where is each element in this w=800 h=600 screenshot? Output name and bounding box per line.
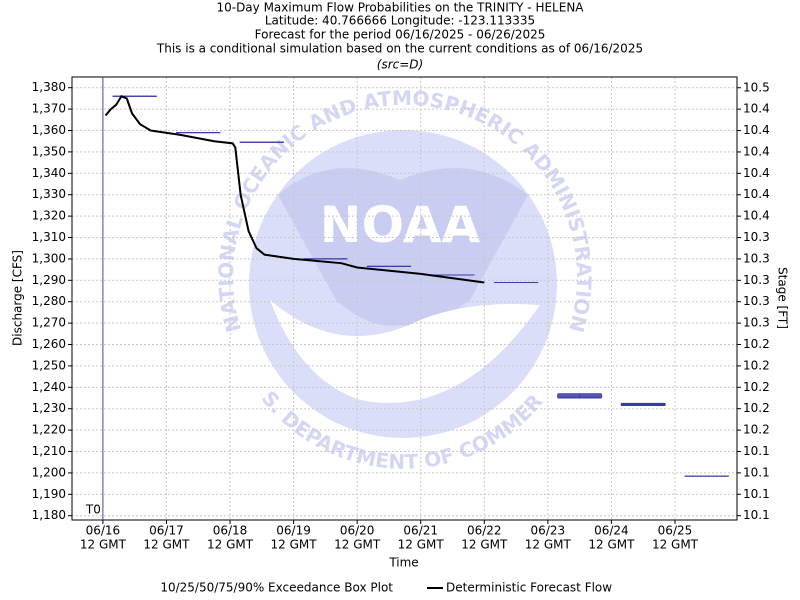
- x-axis-label: Time: [388, 556, 418, 570]
- y-tick-label: 1,200: [32, 465, 66, 479]
- t0-label: T0: [85, 503, 101, 517]
- y-tick-label: 1,320: [32, 209, 66, 223]
- y-tick-label: 1,240: [32, 380, 66, 394]
- x-tick-label: 12 GMT: [80, 538, 127, 552]
- y-tick-label: 1,360: [32, 123, 66, 137]
- x-tick-label: 12 GMT: [652, 538, 699, 552]
- y-tick-label: 1,350: [32, 144, 66, 158]
- y-tick-label: 1,370: [32, 102, 66, 116]
- x-tick-label: 12 GMT: [334, 538, 381, 552]
- watermark: NATIONAL OCEANIC AND ATMOSPHERIC ADMINIS…: [0, 0, 596, 474]
- x-tick-label: 06/17: [149, 524, 184, 538]
- y-tick-label: 1,180: [32, 508, 66, 522]
- y-tick-label: 1,230: [32, 401, 66, 415]
- x-tick-label: 12 GMT: [143, 538, 190, 552]
- x-tick-label: 06/20: [340, 524, 375, 538]
- y2-axis-label: Stage [FT]: [776, 267, 790, 329]
- y-tick-label: 1,380: [32, 80, 66, 94]
- y2-tick-label: 10.5: [743, 80, 770, 94]
- y-tick-label: 1,220: [32, 423, 66, 437]
- x-tick-label: 12 GMT: [398, 538, 445, 552]
- y2-tick-label: 10.2: [743, 337, 770, 351]
- watermark-logo: NOAA: [320, 196, 481, 254]
- x-tick-label: 12 GMT: [271, 538, 318, 552]
- x-tick-label: 06/21: [403, 524, 438, 538]
- y2-tick-label: 10.3: [743, 273, 770, 287]
- y-tick-label: 1,210: [32, 444, 66, 458]
- title: Latitude: 40.766666 Longitude: -123.1133…: [265, 14, 535, 28]
- y2-tick-label: 10.1: [743, 465, 770, 479]
- legend-label: 10/25/50/75/90% Exceedance Box Plot: [160, 581, 393, 595]
- x-tick-label: 06/24: [594, 524, 629, 538]
- y2-tick-label: 10.3: [743, 251, 770, 265]
- y2-tick-label: 10.4: [743, 123, 770, 137]
- x-tick-label: 12 GMT: [588, 538, 635, 552]
- title: 10-Day Maximum Flow Probabilities on the…: [216, 1, 584, 15]
- x-tick-label: 06/16: [86, 524, 121, 538]
- title: This is a conditional simulation based o…: [156, 42, 643, 56]
- x-tick-label: 06/23: [531, 524, 566, 538]
- y-tick-label: 1,310: [32, 230, 66, 244]
- y-tick-label: 1,280: [32, 294, 66, 308]
- y2-tick-label: 10.2: [743, 423, 770, 437]
- y-tick-label: 1,330: [32, 187, 66, 201]
- y2-tick-label: 10.1: [743, 508, 770, 522]
- plot-frame: [71, 76, 738, 521]
- x-tick-label: 12 GMT: [525, 538, 572, 552]
- y-axis-label: Discharge [CFS]: [11, 250, 25, 346]
- y2-tick-label: 10.3: [743, 230, 770, 244]
- x-tick-label: 12 GMT: [461, 538, 508, 552]
- y-tick-label: 1,250: [32, 358, 66, 372]
- title: Forecast for the period 06/16/2025 - 06/…: [255, 28, 546, 42]
- y2-tick-label: 10.1: [743, 487, 770, 501]
- y-tick-label: 1,260: [32, 337, 66, 351]
- x-tick-label: 06/19: [276, 524, 311, 538]
- y-tick-label: 1,340: [32, 166, 66, 180]
- y2-tick-label: 10.2: [743, 380, 770, 394]
- x-tick-label: 12 GMT: [207, 538, 254, 552]
- forecast-line: [104, 95, 485, 284]
- watermark-shape: [278, 168, 528, 326]
- y-tick-label: 1,270: [32, 316, 66, 330]
- y2-tick-label: 10.4: [743, 209, 770, 223]
- y2-tick-label: 10.4: [743, 102, 770, 116]
- subtitle: (src=D): [377, 58, 423, 72]
- x-tick-label: 06/25: [658, 524, 693, 538]
- watermark-gull: [270, 300, 540, 403]
- y2-tick-label: 10.1: [743, 444, 770, 458]
- y-tick-label: 1,290: [32, 273, 66, 287]
- y2-tick-label: 10.3: [743, 316, 770, 330]
- legend-label: Deterministic Forecast Flow: [446, 581, 612, 595]
- y2-tick-label: 10.2: [743, 358, 770, 372]
- y2-tick-label: 10.4: [743, 166, 770, 180]
- y2-tick-label: 10.4: [743, 144, 770, 158]
- y2-tick-label: 10.3: [743, 294, 770, 308]
- y-tick-label: 1,300: [32, 251, 66, 265]
- y2-tick-label: 10.4: [743, 187, 770, 201]
- y-tick-label: 1,190: [32, 487, 66, 501]
- x-tick-label: 06/18: [213, 524, 248, 538]
- x-tick-label: 06/22: [467, 524, 502, 538]
- y2-tick-label: 10.2: [743, 401, 770, 415]
